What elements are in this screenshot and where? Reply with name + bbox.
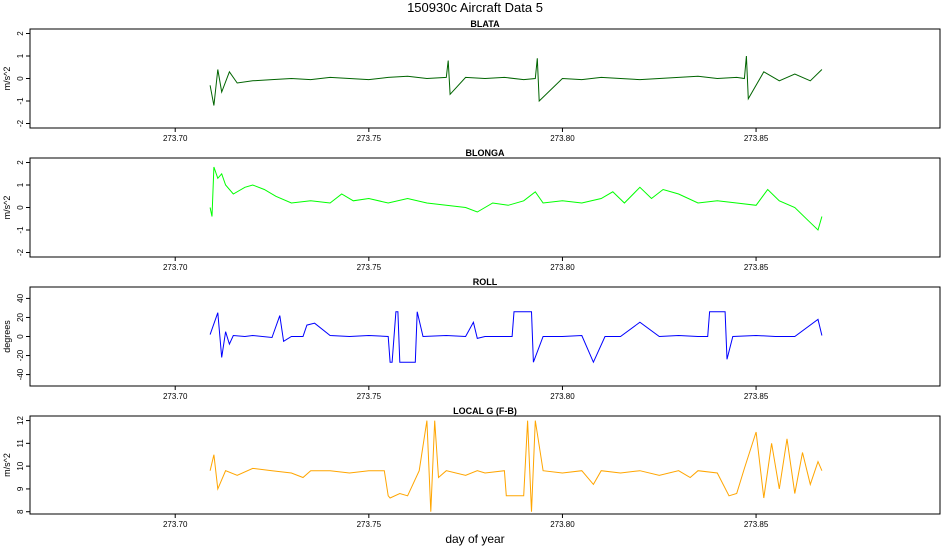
y-axis-label: m/s^2	[2, 196, 12, 220]
y-tick-label: 0	[16, 334, 25, 339]
y-axis-label: degrees	[2, 320, 12, 353]
x-tick-label: 273.70	[163, 520, 188, 529]
x-tick-label: 273.85	[744, 134, 769, 143]
figure-title: 150930c Aircraft Data 5	[407, 0, 543, 15]
series-line-blonga	[209, 166, 823, 231]
y-tick-label: -2	[16, 119, 25, 127]
panel-title: BLONGA	[466, 148, 505, 158]
series-line-local-g-f-b	[209, 420, 823, 512]
x-tick-label: 273.75	[357, 520, 382, 529]
series-line-blata	[209, 55, 823, 106]
y-tick-label: 12	[16, 416, 25, 425]
x-axis-label: day of year	[445, 532, 504, 546]
y-tick-label: -1	[16, 226, 25, 234]
x-tick-label: 273.70	[163, 134, 188, 143]
x-tick-label: 273.80	[550, 263, 575, 272]
panel-blata: BLATA -2 -1 0 1 2 273.70 273.75 273.80 273.85 m/s^…	[2, 19, 941, 143]
y-axis-label: m/s^2	[2, 67, 12, 91]
panel-blonga: BLONGA -2 -1 0 1 2 273.70 273.75 273.80 273.85 m/s…	[2, 148, 941, 272]
y-tick-label: -40	[16, 368, 25, 380]
y-tick-label: -2	[16, 248, 25, 256]
y-tick-label: 20	[16, 312, 25, 321]
y-tick-label: 2	[16, 31, 25, 36]
y-tick-label: 0	[16, 205, 25, 210]
y-tick-label: 2	[16, 160, 25, 165]
y-tick-label: 10	[16, 461, 25, 470]
panel-title: BLATA	[470, 19, 500, 29]
x-tick-label: 273.85	[744, 263, 769, 272]
y-tick-label: 40	[16, 293, 25, 302]
x-tick-label: 273.80	[550, 392, 575, 401]
y-tick-label: 9	[16, 486, 25, 491]
panel-title: LOCAL G (F-B)	[453, 406, 517, 416]
x-tick-label: 273.70	[163, 263, 188, 272]
y-tick-label: 1	[16, 53, 25, 58]
panel-title: ROLL	[473, 277, 498, 287]
x-tick-label: 273.75	[357, 263, 382, 272]
y-tick-label: 0	[16, 76, 25, 81]
x-tick-label: 273.85	[744, 520, 769, 529]
x-tick-label: 273.80	[550, 134, 575, 143]
panel-local-g-f-b: LOCAL G (F-B) 8 9 10 11 12 273.70 273.75 273.80 2…	[2, 406, 941, 529]
y-tick-label: 11	[16, 439, 25, 448]
y-tick-label: 8	[16, 509, 25, 514]
x-tick-label: 273.80	[550, 520, 575, 529]
y-axis-label: m/s^2	[2, 453, 12, 477]
plot-frame	[29, 415, 941, 515]
y-tick-label: -1	[16, 97, 25, 105]
series-line-roll	[209, 311, 823, 364]
x-tick-label: 273.70	[163, 392, 188, 401]
panel-roll: ROLL -40 -20 0 20 40 273.70 273.75 273.80 273.85 d…	[2, 277, 941, 401]
x-tick-label: 273.75	[357, 392, 382, 401]
x-tick-label: 273.75	[357, 134, 382, 143]
y-tick-label: 1	[16, 182, 25, 187]
x-tick-label: 273.85	[744, 392, 769, 401]
y-tick-label: -20	[16, 349, 25, 361]
